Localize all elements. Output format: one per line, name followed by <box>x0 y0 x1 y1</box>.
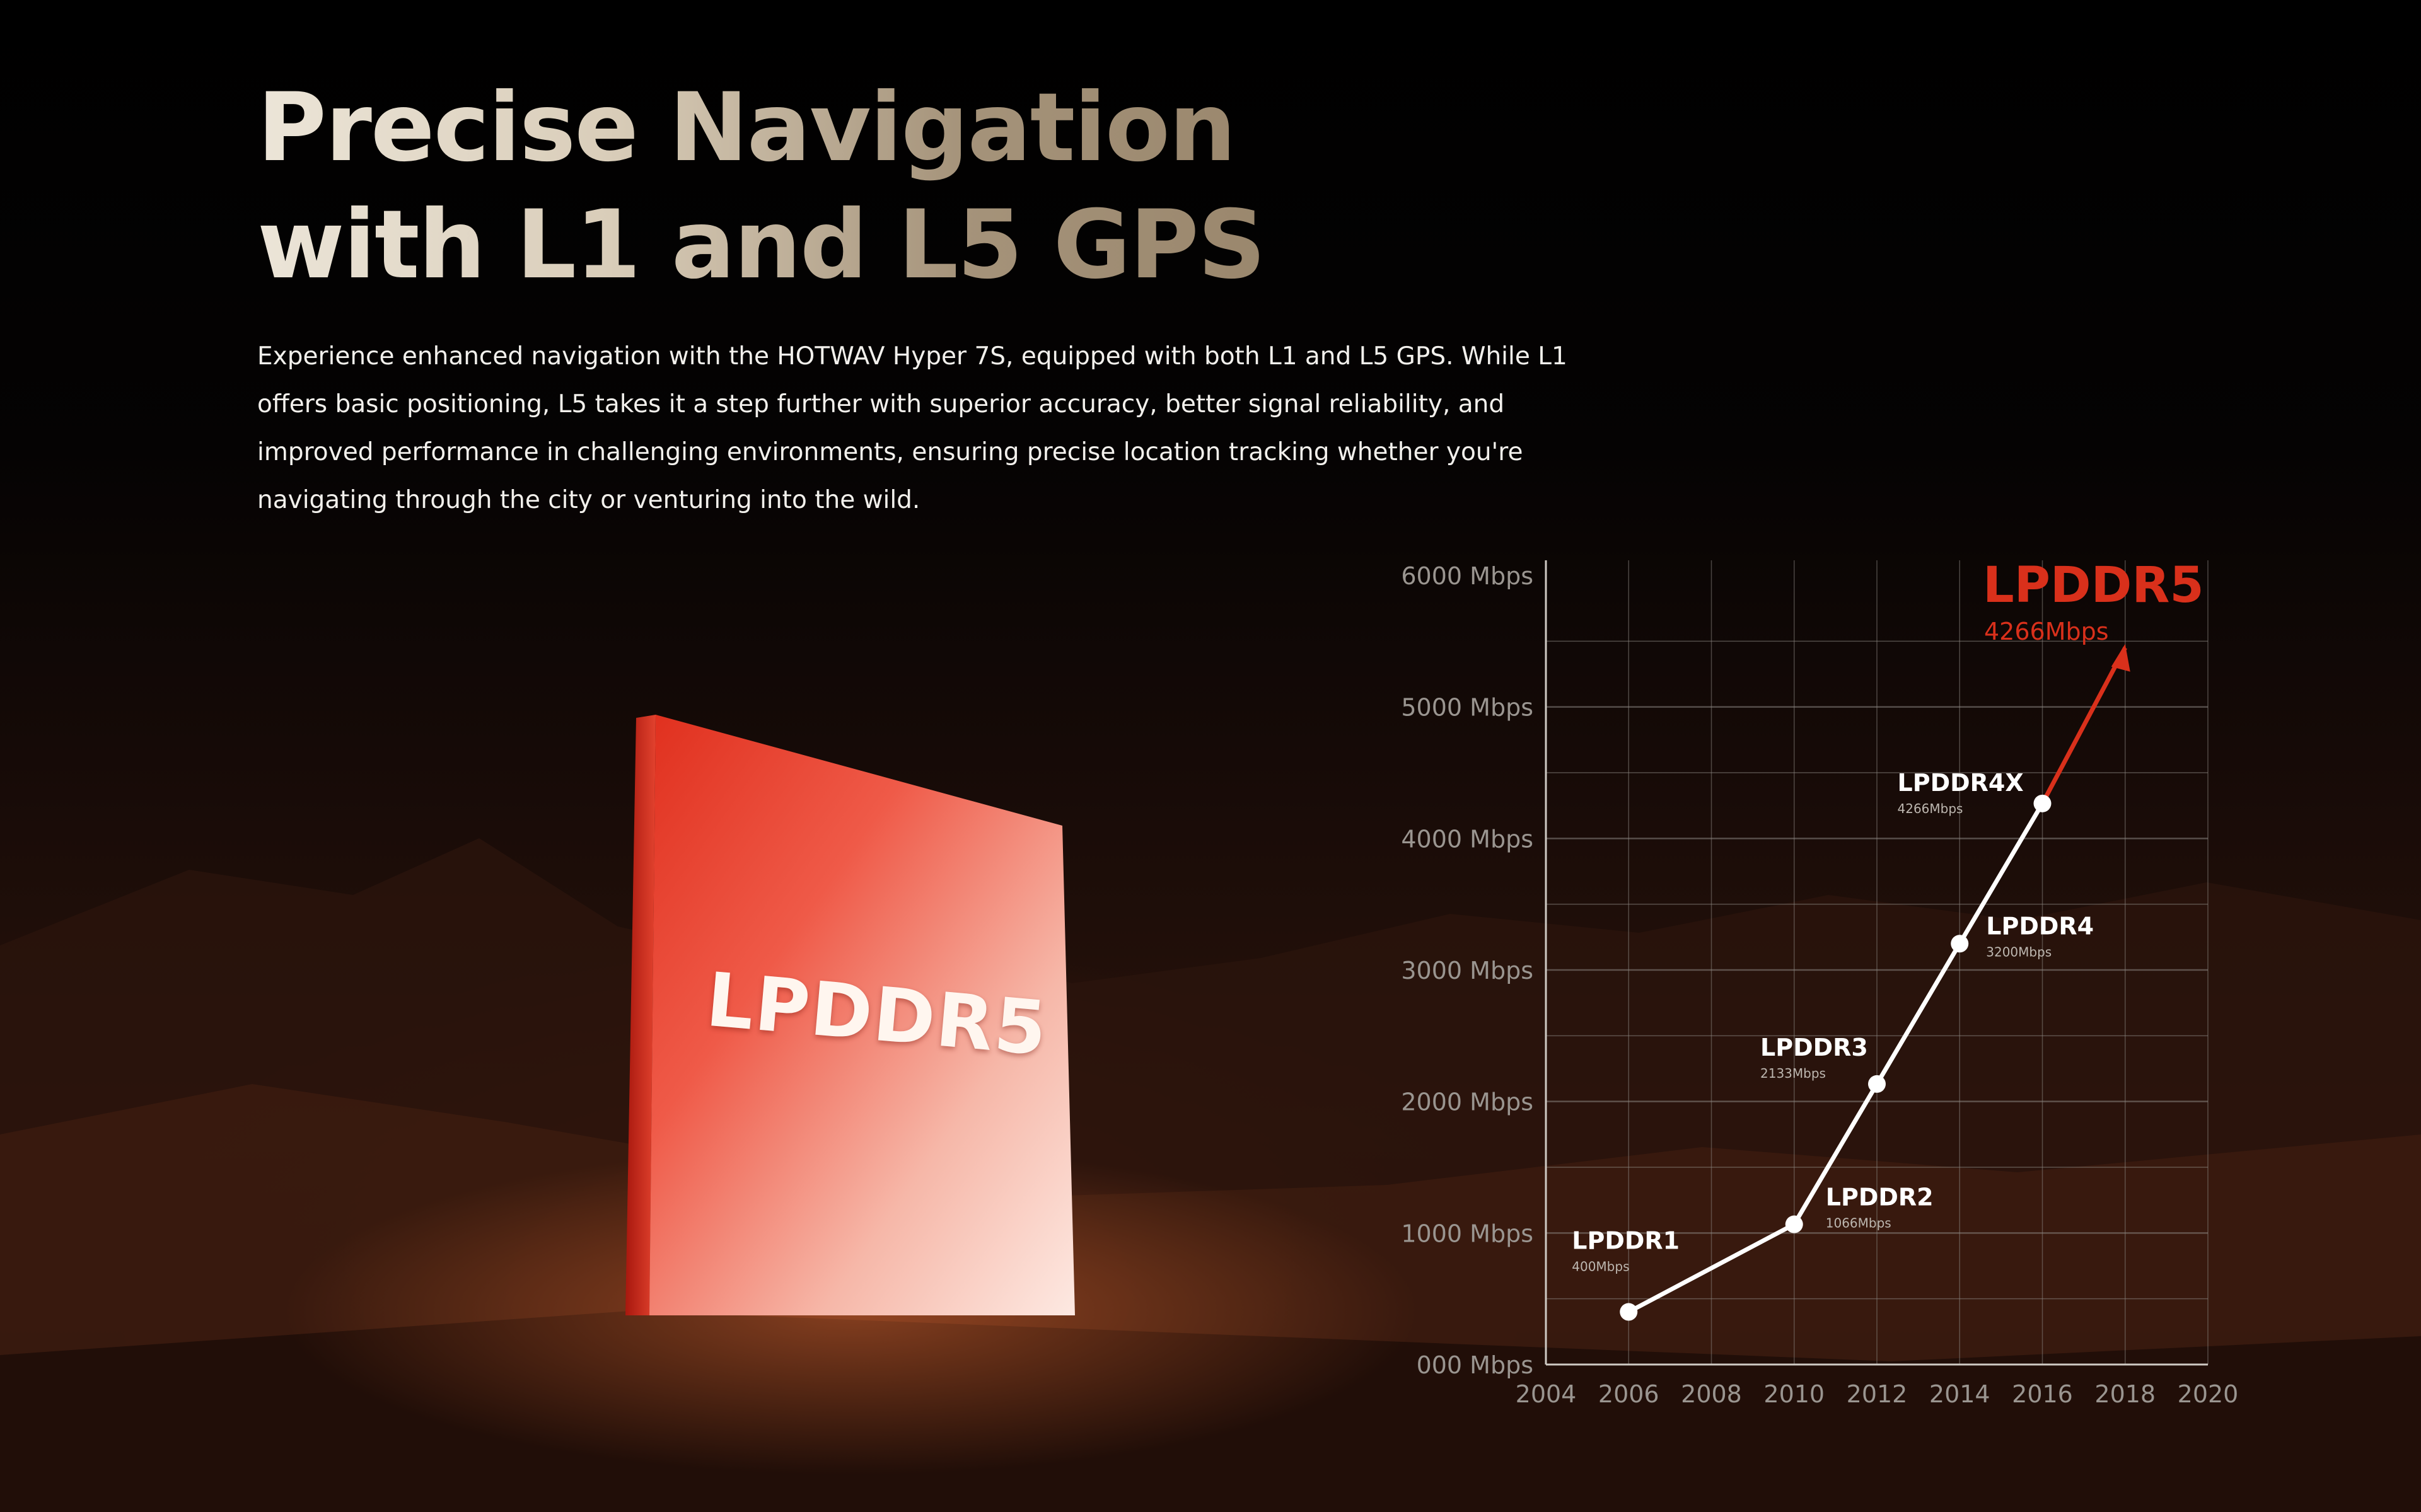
point-label: LPDDR1 <box>1572 1227 1680 1255</box>
x-tick-label: 2016 <box>2012 1380 2073 1408</box>
data-point <box>1620 1303 1638 1321</box>
point-sublabel: 3200Mbps <box>1986 944 2052 959</box>
x-tick-label: 2004 <box>1516 1380 1577 1408</box>
point-sublabel: 400Mbps <box>1572 1259 1629 1274</box>
data-point <box>1951 935 1969 953</box>
point-sublabel: 2133Mbps <box>1760 1066 1826 1081</box>
chip-illustration <box>625 715 1075 1315</box>
y-tick-label: 2000 Mbps <box>1401 1088 1533 1116</box>
y-tick-label: 4000 Mbps <box>1401 825 1533 853</box>
data-point <box>1785 1215 1803 1233</box>
x-tick-label: 2020 <box>2178 1380 2239 1408</box>
x-tick-label: 2006 <box>1598 1380 1659 1408</box>
x-tick-label: 2012 <box>1847 1380 1908 1408</box>
point-label: LPDDR4X <box>1898 769 2024 797</box>
description: Experience enhanced navigation with the … <box>257 342 1567 514</box>
point-label: LPDDR2 <box>1826 1184 1934 1211</box>
data-point <box>1868 1075 1886 1093</box>
y-tick-label: 6000 Mbps <box>1401 562 1533 590</box>
x-tick-label: 2014 <box>1929 1380 1990 1408</box>
lpddr5-speed: 4266Mbps <box>1984 618 2109 645</box>
point-label: LPDDR4 <box>1986 912 2094 940</box>
point-sublabel: 4266Mbps <box>1898 801 1963 816</box>
arrow-head-icon <box>2111 643 2130 672</box>
x-tick-label: 2010 <box>1763 1380 1825 1408</box>
y-tick-label: 3000 Mbps <box>1401 957 1533 984</box>
lpddr5-title: LPDDR5 <box>1983 557 2204 614</box>
point-label: LPDDR3 <box>1760 1034 1868 1061</box>
data-point <box>2033 794 2052 812</box>
point-sublabel: 1066Mbps <box>1826 1216 1891 1231</box>
y-tick-label: 5000 Mbps <box>1401 694 1533 722</box>
y-tick-label: 000 Mbps <box>1417 1351 1533 1379</box>
lpddr5-arrow <box>2040 647 2127 805</box>
x-tick-label: 2008 <box>1681 1380 1742 1408</box>
x-tick-label: 2018 <box>2094 1380 2156 1408</box>
y-tick-label: 1000 Mbps <box>1401 1220 1533 1247</box>
